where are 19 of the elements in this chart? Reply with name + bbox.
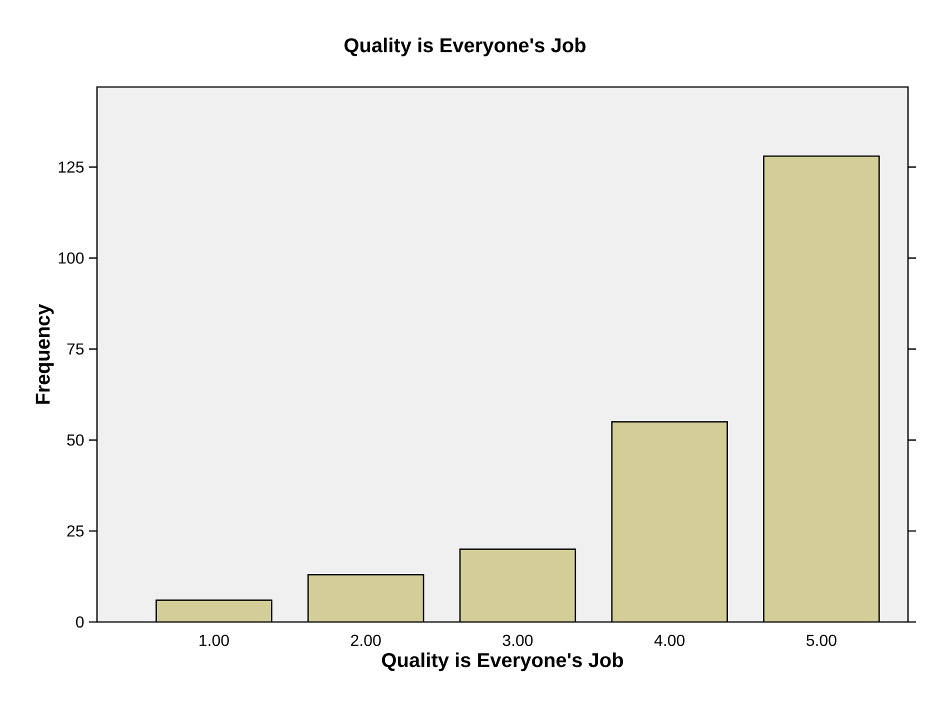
x-tick-label: 3.00 [502,634,533,646]
bar [612,422,728,622]
chart-title: Quality is Everyone's Job [344,38,586,56]
x-axis-title: Quality is Everyone's Job [382,652,623,672]
y-tick-label: 0 [76,616,84,628]
y-tick-label: 100 [58,252,84,264]
x-tick-label: 5.00 [806,634,836,646]
y-tick-label: 25 [67,525,84,537]
y-tick-label: 75 [67,343,84,355]
y-axis-title: Frequency [36,304,54,404]
bar [156,600,272,622]
x-tick-label: 2.00 [351,634,381,646]
bar [460,549,576,622]
x-tick-label: 1.00 [200,634,229,646]
bar [308,574,424,622]
bar [763,155,880,622]
y-tick-label: 50 [67,434,84,446]
y-tick-label: 125 [58,161,84,173]
x-tick-label: 4.00 [654,634,685,646]
